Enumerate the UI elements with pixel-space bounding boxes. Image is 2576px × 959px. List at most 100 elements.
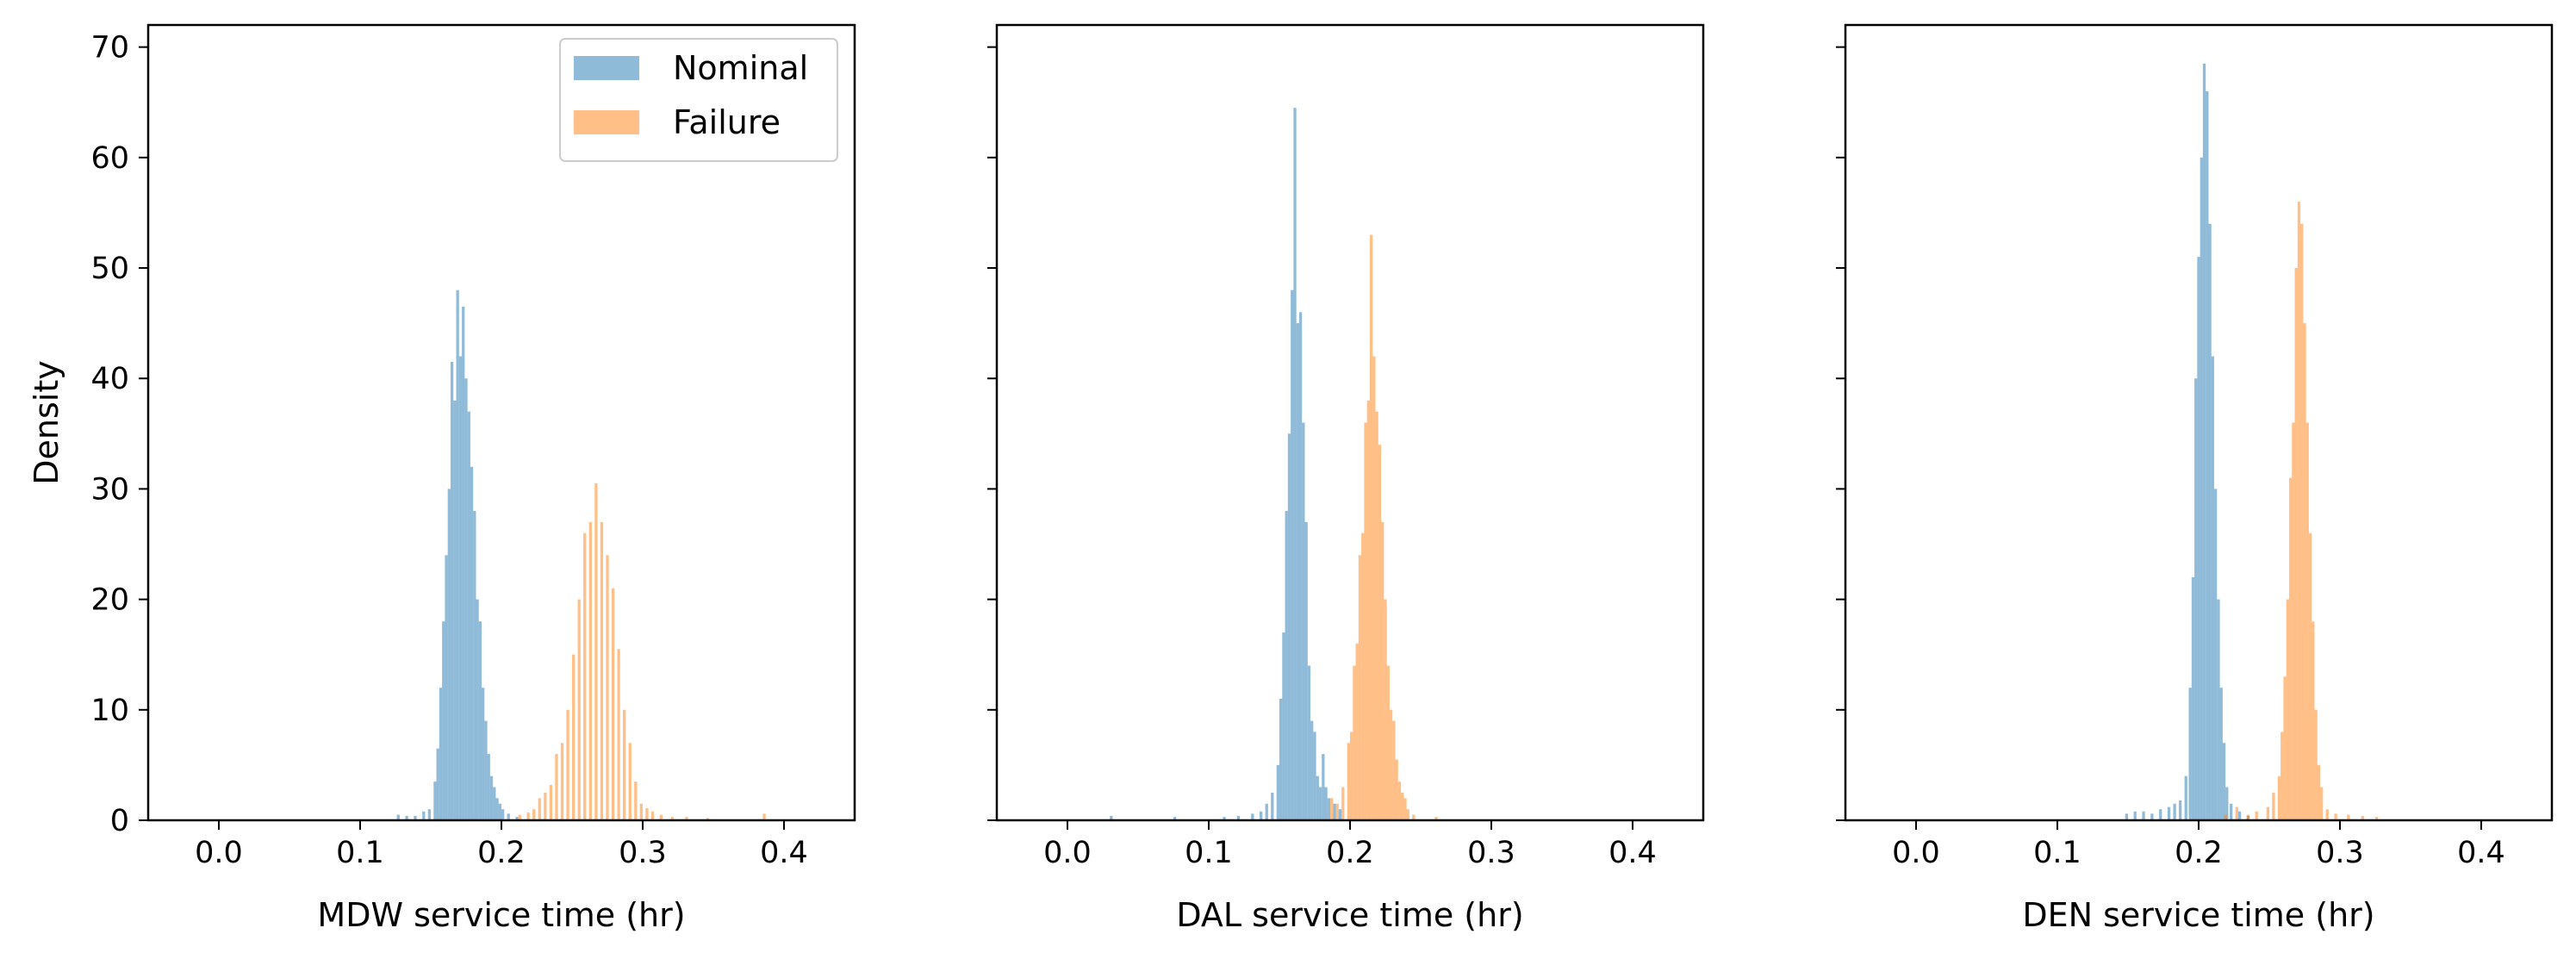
x-tick-label: 0.4 (1608, 836, 1657, 870)
histogram-bar (453, 400, 457, 820)
histogram-bar (2219, 688, 2223, 820)
y-tick-label: 0 (110, 804, 129, 838)
histogram-bar (623, 709, 626, 820)
legend-swatch-failure (574, 110, 639, 134)
histogram-bar (538, 798, 541, 820)
histogram-bar (396, 814, 400, 820)
legend-label-nominal: Nominal (673, 49, 808, 87)
histogram-bar (1358, 555, 1362, 820)
x-tick-label: 0.2 (2175, 836, 2223, 870)
histogram-bar (1389, 709, 1393, 820)
histogram-bar (1251, 813, 1254, 820)
histogram-bar (1381, 521, 1384, 820)
histogram-bar (518, 814, 521, 820)
histogram-bar (1412, 814, 1416, 820)
histogram-bar (762, 813, 766, 820)
x-tick-label: 0.2 (477, 836, 526, 870)
x-tick-label: 0.0 (195, 836, 243, 870)
histogram-bar (2142, 811, 2145, 820)
axes-frame (995, 23, 1705, 822)
histogram-bar (1384, 599, 1387, 820)
histogram-bar (2194, 378, 2198, 820)
histogram-bar (1369, 234, 1373, 820)
histogram-bar (2208, 223, 2212, 820)
histogram-bar (2308, 532, 2312, 820)
histogram-bar (2305, 422, 2309, 820)
histogram-bar (1291, 290, 1294, 821)
histogram-bar (2277, 775, 2281, 820)
series-nominal (2125, 63, 2250, 821)
histogram-bar (1395, 759, 1398, 820)
histogram-bar (2361, 815, 2364, 820)
histogram-bar (489, 775, 494, 820)
histogram-bar (1392, 720, 1396, 820)
histogram-bar (1397, 782, 1402, 820)
histogram-bar (1173, 817, 1177, 820)
histogram-bar (1364, 422, 1367, 820)
histogram-bar (2173, 803, 2176, 820)
histogram-bar (588, 521, 592, 820)
histogram-bar (1406, 809, 1409, 820)
histogram-bar (2347, 814, 2350, 820)
histogram-bar (1434, 817, 1438, 820)
histogram-bar (634, 782, 638, 820)
histogram-bar (560, 743, 564, 820)
histogram-bar (2179, 800, 2182, 820)
histogram-bar (2246, 814, 2250, 820)
histogram-bar (2224, 814, 2227, 820)
legend-swatch-nominal (574, 56, 639, 80)
histogram-bar (422, 811, 426, 820)
histogram-bar (1287, 433, 1291, 820)
histogram-bar (2266, 806, 2269, 820)
histogram-bar (2317, 764, 2321, 820)
y-tick-label: 30 (90, 472, 129, 507)
histogram-bar (484, 720, 488, 820)
histogram-bar (473, 511, 476, 820)
histogram-bar (1327, 798, 1331, 820)
histogram-bar (1307, 665, 1311, 820)
y-tick-label: 50 (90, 252, 129, 286)
histogram-bar (2230, 803, 2233, 820)
histogram-bar (2150, 813, 2154, 820)
histogram-bar (1361, 532, 1365, 820)
histogram-bar (583, 532, 587, 820)
histogram-bar (1338, 809, 1342, 820)
x-axis-label: DEN service time (hr) (2022, 896, 2374, 934)
histogram-bar (1304, 521, 1308, 820)
histogram-bar (1236, 815, 1241, 820)
histogram-bar (2294, 268, 2298, 820)
histogram-bar (1403, 798, 1407, 820)
histogram-bar (427, 809, 431, 820)
histogram-bar (2217, 599, 2220, 820)
y-tick-label: 40 (90, 362, 129, 396)
histogram-bar (493, 787, 496, 820)
histogram-bar (1296, 323, 1299, 820)
histogram-bar (2303, 323, 2306, 820)
x-tick-label: 0.0 (1043, 836, 1092, 870)
histogram-bar (628, 743, 632, 820)
histogram-bar (1285, 511, 1288, 820)
histogram-bar (1310, 720, 1314, 820)
x-tick-label: 0.1 (2033, 836, 2081, 870)
x-tick-label: 0.4 (760, 836, 808, 870)
histogram-bar (1279, 698, 1283, 820)
histogram-bar (1350, 732, 1353, 820)
histogram-bar (1298, 312, 1303, 820)
histogram-bar (2211, 356, 2215, 820)
histogram-bar (2222, 743, 2226, 820)
x-axis-label: MDW service time (hr) (317, 896, 685, 934)
histogram-bar (2280, 732, 2284, 820)
histogram-bar (450, 361, 454, 820)
legend: Nominal Failure (559, 38, 838, 162)
histogram-bar (2202, 63, 2206, 821)
histogram-bar (445, 555, 448, 820)
histogram-bar (544, 792, 547, 820)
series-failure (2224, 202, 2379, 821)
y-axis-label: Density (28, 360, 65, 484)
histogram-bar (685, 817, 688, 820)
histogram-bar (2206, 90, 2209, 820)
series-failure (1330, 234, 1438, 820)
x-tick-label: 0.3 (2316, 836, 2364, 870)
histogram-bar (1313, 732, 1316, 820)
